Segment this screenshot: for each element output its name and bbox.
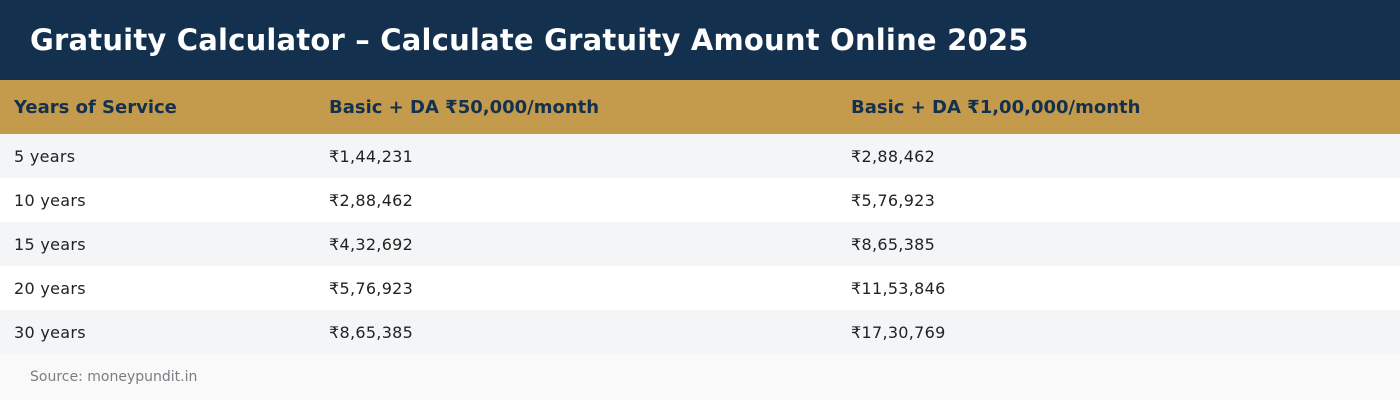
table-row: 15 years ₹4,32,692 ₹8,65,385 <box>0 222 1400 266</box>
cell-gratuity-50000: ₹4,32,692 <box>329 234 414 254</box>
source-note: Source: moneypundit.in <box>0 354 1400 400</box>
cell-years: 15 years <box>14 234 86 254</box>
cell-years: 20 years <box>14 278 86 298</box>
page-title: Gratuity Calculator – Calculate Gratuity… <box>30 23 1029 57</box>
cell-gratuity-50000: ₹8,65,385 <box>329 322 414 342</box>
column-header-50000: Basic + DA ₹50,000/month <box>329 96 600 118</box>
table-row: 5 years ₹1,44,231 ₹2,88,462 <box>0 134 1400 178</box>
cell-years: 30 years <box>14 322 86 342</box>
column-header-years: Years of Service <box>14 96 177 118</box>
gratuity-table: Years of Service Basic + DA ₹50,000/mont… <box>0 80 1400 354</box>
cell-gratuity-50000: ₹2,88,462 <box>329 190 414 210</box>
cell-gratuity-100000: ₹8,65,385 <box>851 234 936 254</box>
table-row: 20 years ₹5,76,923 ₹11,53,846 <box>0 266 1400 310</box>
cell-gratuity-100000: ₹2,88,462 <box>851 146 936 166</box>
cell-gratuity-100000: ₹5,76,923 <box>851 190 936 210</box>
cell-years: 5 years <box>14 146 76 166</box>
title-bar: Gratuity Calculator – Calculate Gratuity… <box>0 0 1400 80</box>
table-header-row: Years of Service Basic + DA ₹50,000/mont… <box>0 80 1400 134</box>
column-header-100000: Basic + DA ₹1,00,000/month <box>851 96 1141 118</box>
cell-gratuity-100000: ₹17,30,769 <box>851 322 946 342</box>
table-row: 10 years ₹2,88,462 ₹5,76,923 <box>0 178 1400 222</box>
cell-years: 10 years <box>14 190 86 210</box>
table-row: 30 years ₹8,65,385 ₹17,30,769 <box>0 310 1400 354</box>
cell-gratuity-50000: ₹5,76,923 <box>329 278 414 298</box>
cell-gratuity-100000: ₹11,53,846 <box>851 278 946 298</box>
table-header: Years of Service Basic + DA ₹50,000/mont… <box>0 80 1400 134</box>
cell-gratuity-50000: ₹1,44,231 <box>329 146 414 166</box>
table-body: 5 years ₹1,44,231 ₹2,88,462 10 years ₹2,… <box>0 134 1400 354</box>
